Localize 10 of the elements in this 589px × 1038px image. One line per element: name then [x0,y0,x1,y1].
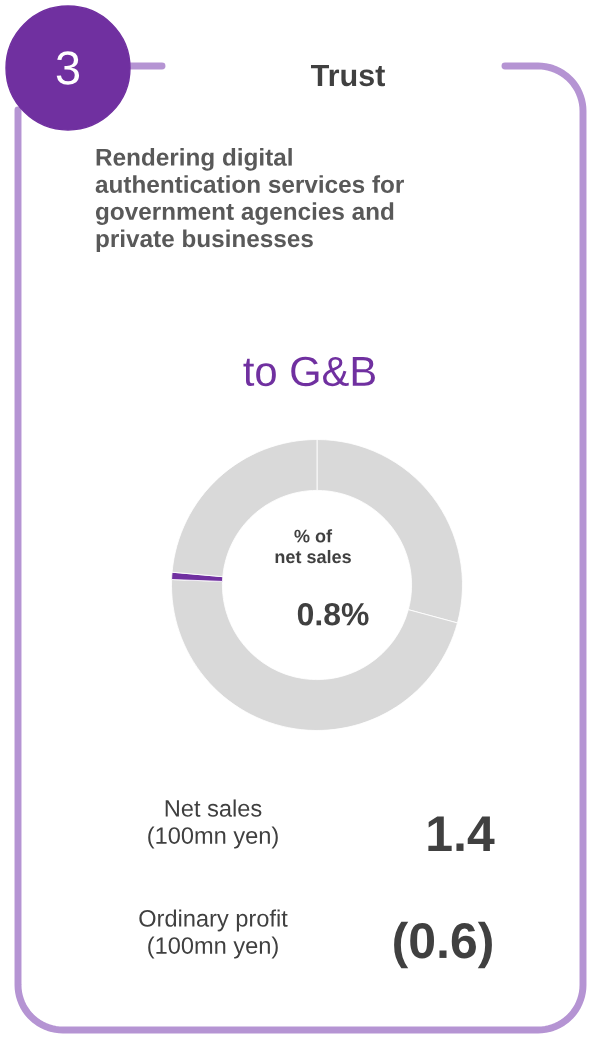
text: 1.4 [428,816,495,851]
chart-subtitle: Rendering digital authentication services for government agencies and private businesses [95,148,404,253]
text: to G&B [243,356,375,387]
text: (0.6) [394,921,492,969]
text: 3 [56,51,80,85]
text: 0.8% [297,602,369,626]
text: % of net sales [275,529,351,564]
text: Ordinary profit (100mn yen) [139,909,288,959]
text: Net sales (100mn yen) [148,799,278,849]
chart-title: Trust [310,64,385,87]
